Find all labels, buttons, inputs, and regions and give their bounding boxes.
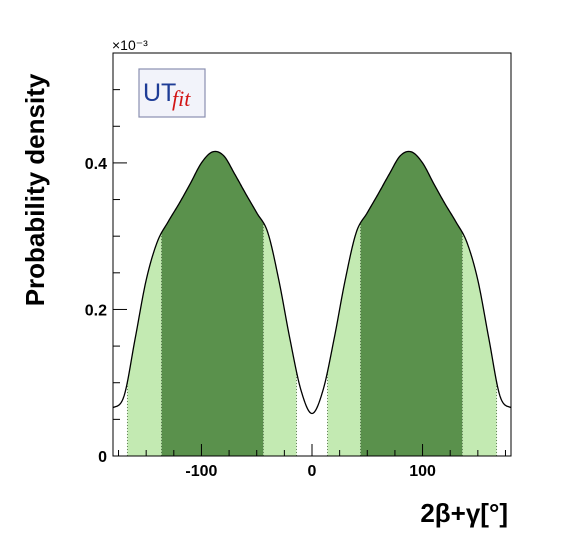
y-axis-title: Probability density — [20, 73, 50, 306]
y-tick-label: 0 — [98, 449, 107, 466]
y-multiplier: ×10⁻³ — [112, 37, 148, 53]
band-light-0 — [127, 232, 162, 456]
band-light-5 — [462, 232, 497, 456]
x-tick-label: -100 — [185, 463, 217, 480]
band-light-3 — [327, 222, 361, 456]
band-dark-1 — [161, 151, 264, 456]
tick-labels: -100 0 100 0 0.2 0.4 — [85, 156, 436, 480]
x-axis-title: 2β+γ[°] — [420, 498, 508, 528]
logo-ut-text: UT — [143, 79, 176, 107]
band-light-2 — [263, 222, 297, 456]
x-tick-label: 100 — [409, 463, 436, 480]
y-tick-label: 0.4 — [85, 156, 107, 173]
logo-fit-text: fit — [172, 86, 191, 111]
logo-box — [138, 68, 206, 118]
credible-interval-bands — [126, 151, 498, 456]
x-tick-label: 0 — [308, 463, 317, 480]
band-dark-4 — [360, 151, 463, 456]
probability-density-curve — [112, 150, 512, 415]
axis-ticks — [113, 52, 506, 457]
utfit-logo: UT fit — [138, 68, 206, 118]
y-tick-label: 0.2 — [85, 302, 107, 319]
